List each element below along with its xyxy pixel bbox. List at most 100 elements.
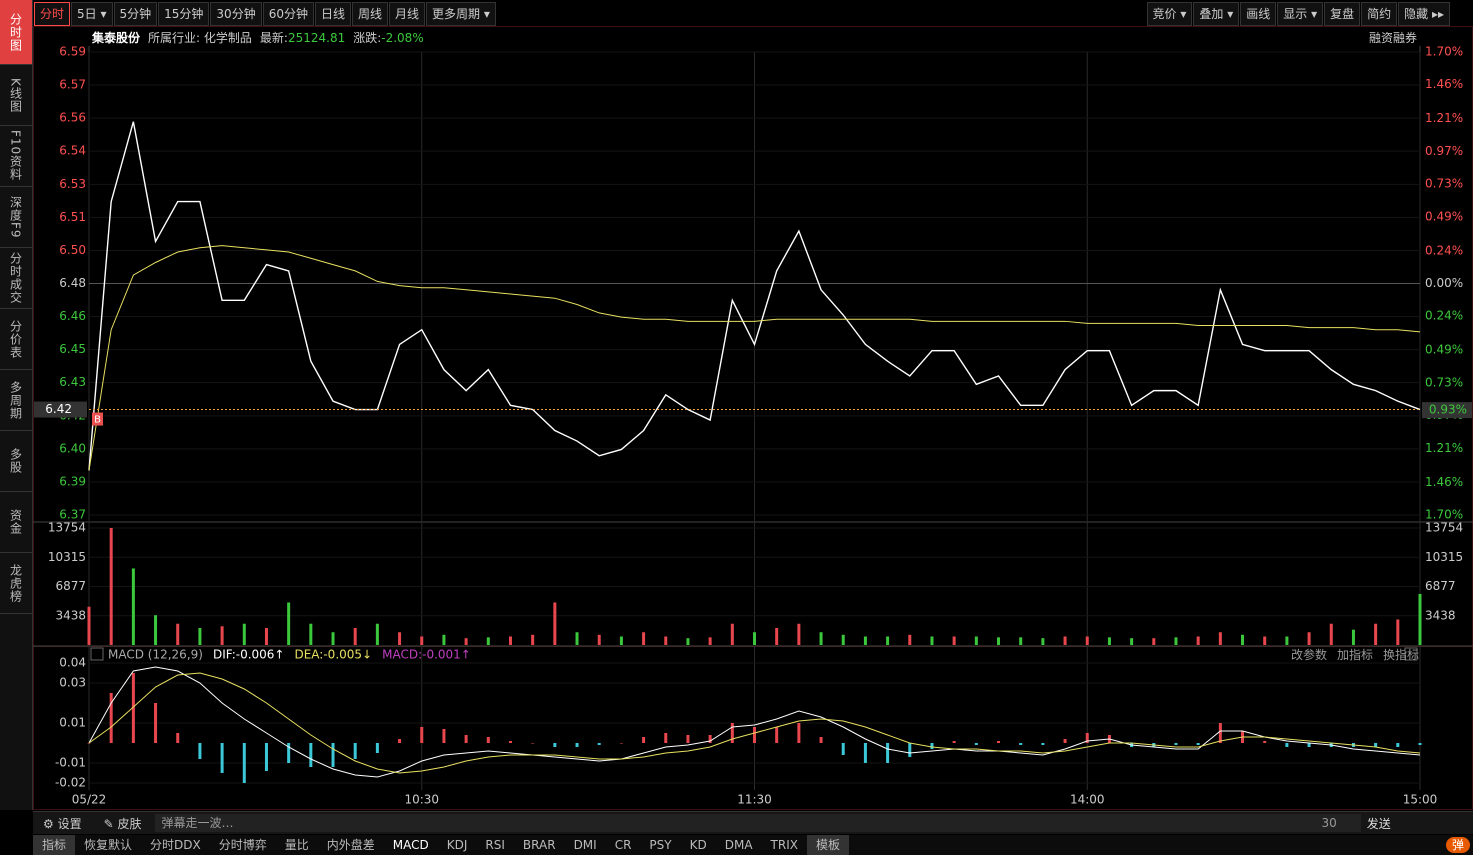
side-tab[interactable]: 分价表 — [0, 309, 32, 370]
side-tab[interactable]: 多周期 — [0, 370, 32, 431]
y2-tick-label: 0.97% — [1425, 144, 1463, 158]
side-tab[interactable]: 资金 — [0, 492, 32, 553]
indicator-tab[interactable]: PSY — [649, 838, 672, 852]
volume-bar — [1063, 636, 1067, 645]
macd-bar — [553, 743, 557, 747]
indicator-tab[interactable]: TRIX — [770, 838, 798, 852]
volume-bar — [664, 636, 668, 645]
macd-bar — [619, 743, 623, 744]
volume-bar — [908, 634, 912, 645]
indicator-tab[interactable]: 分时博弈 — [218, 838, 267, 852]
dif-line — [88, 666, 1421, 778]
macd-legend: DEA:-0.005↓ — [294, 648, 372, 662]
y2-tick-label: 13754 — [1425, 521, 1463, 535]
side-tab[interactable]: 多股 — [0, 431, 32, 492]
indicator-tab[interactable]: 指标 — [33, 835, 76, 855]
y-tick-label: 0.03 — [59, 676, 86, 690]
y2-tick-label: 0.24% — [1425, 243, 1463, 257]
indicator-tab[interactable]: BRAR — [522, 838, 556, 852]
volume-bar — [974, 636, 978, 645]
macd-button[interactable]: 改参数 — [1290, 648, 1327, 662]
tool-button[interactable]: 竞价 ▾ — [1146, 2, 1193, 26]
danmaku-input[interactable]: 弹幕走一波… — [155, 814, 1362, 832]
macd-bar — [1218, 723, 1222, 743]
volume-bar — [1152, 638, 1156, 645]
y-tick-label: 6.45 — [59, 342, 86, 356]
macd-button[interactable]: 加指标 — [1336, 648, 1373, 662]
period-button[interactable]: 日线 — [314, 2, 351, 26]
side-tab[interactable]: 深度F9 — [0, 187, 32, 248]
macd-bar — [464, 735, 468, 743]
current-price-box — [34, 401, 87, 418]
indicator-tabs: 指标 恢复默认 分时DDX 分时博弈 量比 内外盘差 MACD KDJ RSI BRAR DMI CR… — [33, 835, 1473, 855]
industry-label: 所属行业: — [148, 31, 201, 45]
tool-button[interactable]: 隐藏 ▸▸ — [1398, 2, 1450, 26]
period-button[interactable]: 60分钟 — [262, 2, 314, 26]
tool-button[interactable]: 显示 ▾ — [1277, 2, 1324, 26]
macd-bar — [686, 735, 690, 743]
period-button[interactable]: 更多周期 ▾ — [426, 2, 496, 26]
macd-bar — [1418, 743, 1422, 745]
change-label: 涨跌: — [353, 31, 382, 45]
indicator-tab[interactable]: CR — [614, 838, 632, 852]
macd-bar — [1196, 743, 1200, 745]
indicator-tab[interactable]: KD — [689, 838, 707, 852]
y-tick-label: 6877 — [55, 579, 86, 593]
volume-bar — [198, 627, 202, 645]
period-button[interactable]: 周线 — [352, 2, 389, 26]
tool-button[interactable]: 简约 — [1361, 2, 1398, 26]
y-tick-label: 0.01 — [59, 716, 86, 730]
sidebar: 分时图 K线图 F10资料 深度F9 分时成交 分价表 多周期 多股 资金 龙虎榜 — [0, 0, 33, 810]
danmaku-count: 30 — [1321, 816, 1337, 830]
side-tab[interactable]: K线图 — [0, 65, 32, 126]
macd-bar — [1085, 733, 1089, 743]
macd-button[interactable]: 换指标 — [1382, 648, 1419, 662]
period-button[interactable]: 15分钟 — [158, 2, 210, 26]
side-tab[interactable]: 分时图 — [0, 0, 32, 65]
y-tick-label: 6.37 — [59, 508, 86, 522]
indicator-tab[interactable]: DMA — [724, 838, 753, 852]
danmu-toggle[interactable]: 弹 — [1445, 837, 1470, 853]
tool-button[interactable]: 叠加 ▾ — [1193, 2, 1240, 26]
period-button[interactable]: 月线 — [389, 2, 426, 26]
period-button[interactable]: 5日 ▾ — [71, 2, 113, 26]
change-value: -2.08% — [381, 31, 424, 45]
volume-bar — [531, 634, 535, 645]
indicator-tab[interactable]: 内外盘差 — [326, 838, 375, 852]
margin-link[interactable]: 融资融券 — [1368, 31, 1417, 45]
macd-bar — [109, 693, 113, 743]
side-tab[interactable]: F10资料 — [0, 126, 32, 187]
indicator-tab[interactable]: KDJ — [446, 838, 468, 852]
macd-bar — [1063, 739, 1067, 743]
side-tab[interactable]: 分时成交 — [0, 248, 32, 309]
indicator-tab[interactable]: MACD — [392, 838, 429, 852]
period-button[interactable]: 分时 — [34, 2, 71, 26]
settings[interactable]: ⚙ 设置 — [43, 816, 82, 831]
skin[interactable]: ✎ 皮肤 — [103, 816, 142, 831]
skin-label: 皮肤 — [117, 816, 142, 831]
volume-bar — [176, 623, 180, 645]
volume-bar — [686, 638, 690, 645]
send-button[interactable]: 发送 — [1366, 816, 1391, 831]
period-button[interactable]: 5分钟 — [113, 2, 158, 26]
volume-bar — [1041, 638, 1045, 645]
indicator-tab[interactable]: DMI — [573, 838, 597, 852]
macd-bar — [1307, 743, 1311, 747]
indicator-tab[interactable]: 模板 — [806, 835, 849, 855]
indicator-tab[interactable]: 量比 — [284, 838, 309, 852]
tool-button[interactable]: 画线 — [1240, 2, 1277, 26]
side-tab[interactable]: 龙虎榜 — [0, 553, 32, 614]
buy-marker: B — [94, 415, 101, 426]
stock-name: 集泰股份 — [92, 31, 141, 45]
indicator-tab[interactable]: RSI — [485, 838, 505, 852]
tool-button[interactable]: 复盘 — [1324, 2, 1361, 26]
indicator-tab[interactable]: 恢复默认 — [84, 838, 133, 852]
y2-tick-label: 1.21% — [1425, 441, 1463, 455]
volume-bar — [708, 637, 712, 645]
indicator-tab[interactable]: 分时DDX — [150, 838, 201, 852]
y-tick-label: 6.46 — [59, 309, 86, 323]
y-tick-label: 6.50 — [59, 243, 86, 257]
dea-line — [88, 672, 1421, 774]
volume-bar — [331, 632, 335, 645]
period-button[interactable]: 30分钟 — [210, 2, 262, 26]
